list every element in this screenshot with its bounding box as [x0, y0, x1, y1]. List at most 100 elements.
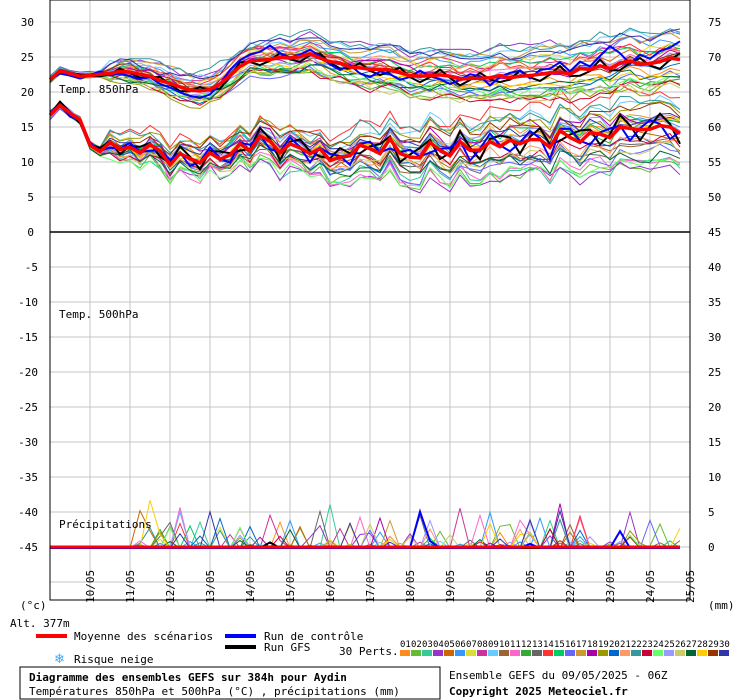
- footer-subtitle: Températures 850hPa et 500hPa (°C) , pré…: [29, 685, 400, 698]
- pert-swatch: [499, 650, 509, 656]
- pert-swatch: [521, 650, 531, 656]
- right-tick-label: 70: [708, 51, 721, 64]
- snowflake-icon: ❄: [54, 652, 65, 667]
- member-t850-line: [49, 103, 681, 178]
- right-tick-label: 25: [708, 366, 721, 379]
- right-tick-label: 5: [708, 506, 715, 519]
- x-tick-label: 11/05: [124, 570, 137, 603]
- x-tick-label: 24/05: [644, 570, 657, 603]
- panel-label-precip: Précipitations: [59, 518, 152, 531]
- left-tick-label: 15: [21, 121, 34, 134]
- member-t500-line: [49, 66, 681, 106]
- pert-number: 11: [510, 640, 521, 650]
- pert-swatch: [664, 650, 674, 656]
- pert-swatch: [587, 650, 597, 656]
- pert-number: 29: [708, 640, 719, 650]
- pert-swatch: [609, 650, 619, 656]
- left-tick-label: -45: [18, 541, 38, 554]
- altitude-label: Alt. 377m: [10, 617, 70, 630]
- perturbation-legend: 01 02 03 04 05 06 07 08 09 10 11 12 13 14 15 16 17 18 19 20…: [400, 640, 730, 656]
- pert-swatch: [576, 650, 586, 656]
- pert-number: 28: [697, 640, 708, 650]
- pert-number: 08: [477, 640, 488, 650]
- pert-number: 13: [532, 640, 543, 650]
- pert-swatch: [422, 650, 432, 656]
- pert-swatch: [510, 650, 520, 656]
- x-tick-label: 13/05: [204, 570, 217, 603]
- legend-mean-label: Moyenne des scénarios: [74, 630, 213, 643]
- pert-swatch: [675, 650, 685, 656]
- pert-swatch: [631, 650, 641, 656]
- right-tick-label: 55: [708, 156, 721, 169]
- left-tick-label: 10: [21, 156, 34, 169]
- pert-number: 04: [433, 640, 444, 650]
- left-tick-label: -35: [18, 471, 38, 484]
- x-tick-label: 16/05: [324, 570, 337, 603]
- pert-swatch: [708, 650, 718, 656]
- left-tick-label: 30: [21, 16, 34, 29]
- x-tick-label: 18/05: [404, 570, 417, 603]
- pert-swatch: [620, 650, 630, 656]
- control-t500-line: [49, 40, 681, 100]
- pert-number: 06: [455, 640, 466, 650]
- pert-swatch: [598, 650, 608, 656]
- left-tick-label: -30: [18, 436, 38, 449]
- mean-t850-line: [48, 102, 681, 168]
- legend-gfs-label: Run GFS: [264, 641, 310, 654]
- pert-number: 26: [675, 640, 686, 650]
- pert-swatch: [653, 650, 663, 656]
- right-tick-label: 75: [708, 16, 721, 29]
- x-tick-label: 12/05: [164, 570, 177, 603]
- x-tick-label: 25/05: [684, 570, 697, 603]
- pert-number: 07: [466, 640, 477, 650]
- legend-snow-label: Risque neige: [74, 653, 153, 666]
- pert-number: 09: [488, 640, 499, 650]
- right-tick-label: 15: [708, 436, 721, 449]
- pert-number: 23: [642, 640, 653, 650]
- right-tick-label: 50: [708, 191, 721, 204]
- pert-number: 19: [598, 640, 609, 650]
- x-tick-label: 21/05: [524, 570, 537, 603]
- pert-number: 18: [587, 640, 598, 650]
- pert-number: 24: [653, 640, 664, 650]
- pert-number: 14: [543, 640, 554, 650]
- left-tick-label: -15: [18, 331, 38, 344]
- x-tick-label: 10/05: [84, 570, 97, 603]
- right-tick-label: 30: [708, 331, 721, 344]
- pert-swatch: [697, 650, 707, 656]
- right-tick-label: 40: [708, 261, 721, 274]
- left-tick-label: 25: [21, 51, 34, 64]
- pert-number: 30: [719, 640, 730, 650]
- left-tick-label: -20: [18, 366, 38, 379]
- series-layer: [48, 27, 681, 550]
- left-tick-label: -25: [18, 401, 38, 414]
- pert-number: 21: [620, 640, 631, 650]
- pert-number: 22: [631, 640, 642, 650]
- right-tick-label: 45: [708, 226, 721, 239]
- member-t500-line: [49, 28, 681, 80]
- grid: [50, 0, 691, 600]
- member-t850-line: [49, 95, 681, 154]
- pert-swatch: [642, 650, 652, 656]
- pert-swatch: [455, 650, 465, 656]
- member-t500-line: [49, 27, 681, 77]
- member-t500-line: [49, 29, 681, 82]
- member-t850-line: [49, 101, 681, 151]
- pert-swatch: [411, 650, 421, 656]
- legend-control-label: Run de contrôle: [264, 630, 363, 643]
- pert-swatch: [488, 650, 498, 656]
- footer-box: [19, 666, 441, 700]
- legend-perts-label: 30 Perts.: [339, 645, 399, 658]
- panel-label-t500: Temp. 500hPa: [59, 308, 138, 321]
- member-t500-line: [49, 32, 681, 81]
- right-tick-label: 0: [708, 541, 715, 554]
- left-tick-label: 5: [27, 191, 34, 204]
- member-t850-line: [49, 108, 681, 191]
- member-t850-line: [49, 106, 681, 178]
- left-tick-label: 20: [21, 86, 34, 99]
- left-tick-label: -40: [18, 506, 38, 519]
- right-tick-label: 20: [708, 401, 721, 414]
- pert-swatch: [719, 650, 729, 656]
- x-tick-label: 15/05: [284, 570, 297, 603]
- x-tick-label: 14/05: [244, 570, 257, 603]
